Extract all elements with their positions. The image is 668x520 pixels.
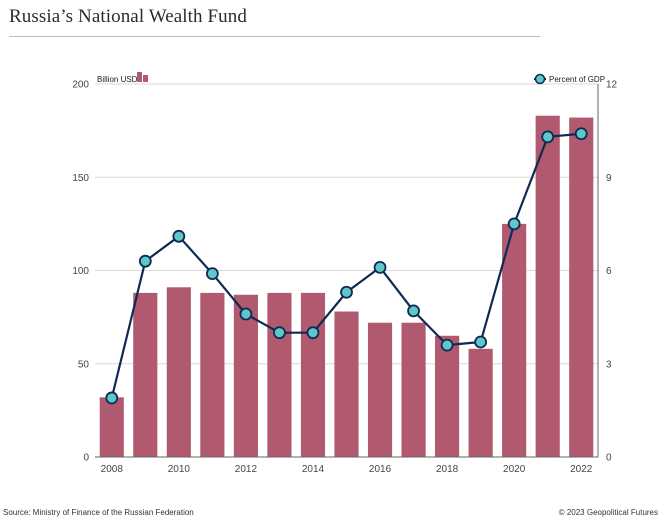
x-tick-label: 2012 <box>235 464 258 475</box>
data-point <box>138 254 152 268</box>
x-tick-label: 2018 <box>436 464 459 475</box>
bar <box>99 397 124 457</box>
legend-marker-swatch <box>534 73 546 85</box>
data-point <box>373 260 387 274</box>
x-tick-label: 2016 <box>369 464 392 475</box>
bar <box>200 292 225 457</box>
bar <box>401 322 426 457</box>
bar <box>535 115 560 457</box>
y-left-tick-label: 200 <box>72 80 89 91</box>
data-point <box>541 130 555 144</box>
title-divider <box>9 36 540 37</box>
bar-series <box>99 115 594 457</box>
data-point <box>172 229 186 243</box>
chart-title: Russia’s National Wealth Fund <box>9 6 247 27</box>
data-point <box>273 326 286 340</box>
y-left-tick-label: 50 <box>78 359 90 370</box>
x-tick-label: 2008 <box>101 464 124 475</box>
y-right-tick-label: 12 <box>606 80 618 91</box>
bar <box>367 322 393 457</box>
bar <box>334 311 359 457</box>
legend: Billion USD Percent of GDP <box>97 72 605 85</box>
copyright-note: © 2023 Geopolitical Futures <box>558 508 658 517</box>
data-point <box>205 267 219 281</box>
y-right-tick-label: 0 <box>606 453 612 464</box>
y-right-tick-label: 6 <box>606 266 612 277</box>
bar <box>166 287 191 457</box>
bar <box>569 117 594 457</box>
bar <box>133 292 158 457</box>
bar <box>435 335 460 457</box>
line-series <box>105 127 588 405</box>
data-point <box>105 391 119 405</box>
legend-bar-label: Billion USD <box>97 75 138 84</box>
y-right-tick-label: 3 <box>606 359 612 370</box>
y-left-tick-label: 100 <box>72 266 89 277</box>
y-left-tick-label: 0 <box>83 453 89 464</box>
data-point <box>340 285 353 299</box>
data-point <box>306 326 320 340</box>
bar <box>468 348 493 457</box>
data-point <box>474 335 488 349</box>
data-point <box>239 307 253 321</box>
y-left-tick-label: 150 <box>72 173 89 184</box>
axes: 0 50 100 150 200 0 3 6 9 12 2008 2010 2012 2014 2016 20… <box>72 80 617 476</box>
data-point <box>507 217 521 231</box>
bar <box>502 223 527 457</box>
data-point <box>440 338 454 352</box>
bar <box>267 292 292 457</box>
data-point <box>407 304 420 318</box>
x-tick-label: 2020 <box>503 464 526 475</box>
legend-bar-swatch <box>137 72 142 82</box>
y-right-tick-label: 9 <box>606 173 612 184</box>
x-tick-label: 2022 <box>570 464 593 475</box>
x-tick-label: 2010 <box>168 464 191 475</box>
source-note: Source: Ministry of Finance of the Russi… <box>3 508 194 517</box>
chart-canvas: 0 50 100 150 200 0 3 6 9 12 2008 2010 2012 2014 2016 20… <box>72 72 618 476</box>
legend-bar-swatch-2 <box>143 75 148 82</box>
data-point <box>574 127 588 141</box>
x-tick-label: 2014 <box>302 464 325 475</box>
bar <box>233 294 258 457</box>
bar <box>300 292 326 457</box>
legend-line-label: Percent of GDP <box>549 75 605 84</box>
